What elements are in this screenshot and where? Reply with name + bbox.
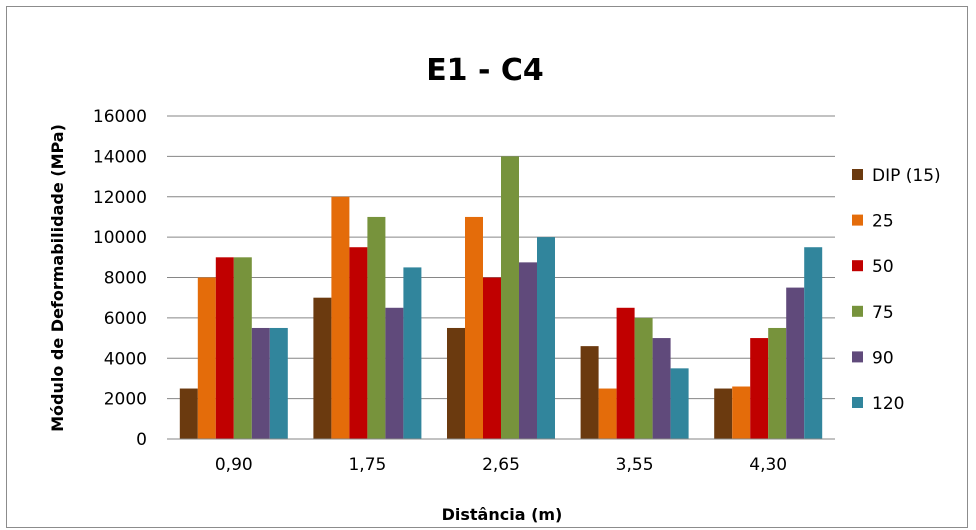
x-tick-label: 3,55	[616, 455, 654, 475]
legend-label: 120	[872, 394, 904, 414]
bar	[732, 386, 751, 439]
bar	[349, 247, 368, 439]
bar	[179, 388, 198, 439]
bar	[233, 257, 252, 439]
bar	[616, 307, 635, 439]
y-tick-label: 8000	[104, 269, 147, 289]
x-tick-label: 2,65	[482, 455, 520, 475]
bar	[786, 287, 805, 439]
bar	[331, 196, 350, 439]
legend-label: 25	[872, 212, 894, 232]
y-axis-title: Módulo de Deformabilidade (MPa)	[48, 124, 67, 432]
legend-swatch	[852, 214, 863, 226]
bar	[652, 338, 671, 439]
legend-label: 50	[872, 257, 894, 277]
bar	[537, 237, 555, 439]
x-tick-labels: 0,90 1,75 2,65 3,55 4,30	[215, 455, 787, 475]
bar	[634, 317, 653, 439]
x-tick-label: 4,30	[749, 455, 787, 475]
y-tick-label: 14000	[93, 147, 147, 167]
bar	[804, 247, 823, 439]
bar	[750, 338, 769, 439]
bars	[179, 156, 823, 439]
bar	[313, 297, 332, 439]
y-tick-label: 0	[136, 430, 147, 450]
bar	[403, 267, 422, 439]
bar	[670, 368, 689, 439]
x-tick-label: 1,75	[348, 455, 386, 475]
x-axis-title: Distância (m)	[442, 505, 563, 524]
y-tick-label: 6000	[104, 309, 147, 329]
bar	[768, 327, 787, 439]
y-tick-label: 10000	[93, 228, 147, 248]
y-tick-label: 16000	[93, 107, 147, 127]
legend-swatch	[852, 305, 863, 317]
bar	[385, 307, 404, 439]
bar	[714, 388, 733, 439]
legend-swatch	[852, 260, 863, 272]
bar	[367, 216, 386, 439]
bar	[215, 257, 234, 439]
legend-swatch	[852, 169, 863, 180]
legend-label: DIP (15)	[872, 166, 941, 186]
bar	[465, 216, 483, 439]
y-tick-label: 2000	[104, 390, 147, 410]
legend-label: 90	[872, 348, 894, 368]
bar	[519, 262, 537, 439]
chart-title: E1 - C4	[426, 53, 544, 88]
legend: DIP (15) 25 50 75 90 120	[852, 166, 941, 414]
bar	[269, 327, 288, 439]
y-tick-label: 4000	[104, 349, 147, 369]
bar	[251, 327, 270, 439]
bar	[483, 277, 501, 439]
x-tick-label: 0,90	[215, 455, 253, 475]
bar	[580, 346, 599, 439]
bar	[197, 277, 216, 439]
bar	[598, 388, 617, 439]
legend-swatch	[852, 397, 863, 408]
legend-swatch	[852, 351, 863, 363]
y-tick-labels: 0 2000 4000 6000 8000 10000 12000 14000 16000	[93, 107, 147, 450]
legend-label: 75	[872, 303, 894, 323]
bar	[447, 327, 465, 439]
y-tick-label: 12000	[93, 188, 147, 208]
bar	[501, 156, 519, 439]
